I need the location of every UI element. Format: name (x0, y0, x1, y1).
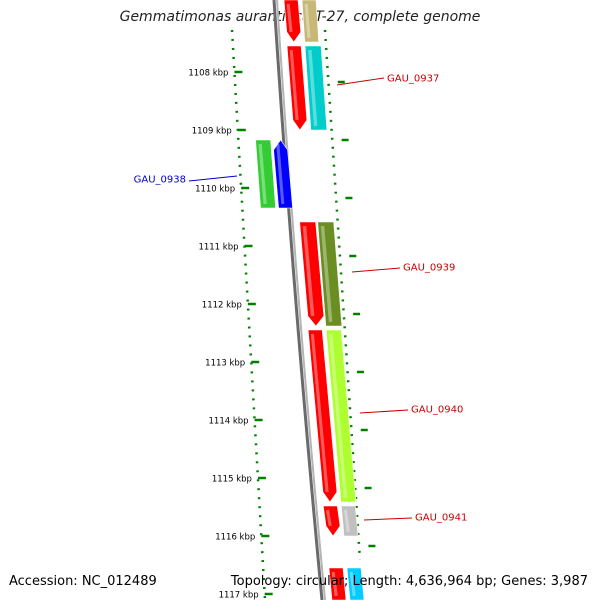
gene-blue-0938 (273, 139, 293, 209)
dotted-guide-2 (323, 29, 362, 561)
gene-olive-0939 (317, 221, 343, 327)
gene-red-0937 (286, 45, 308, 131)
dotted-guides (230, 29, 362, 600)
gene-tan-top (301, 0, 320, 43)
gene-green-0938 (255, 139, 276, 209)
scale-tick-label: 1109 kbp (192, 127, 232, 137)
gene-label-leader (188, 175, 238, 182)
gene-lime-0940 (325, 329, 357, 503)
backbone-line (272, 0, 324, 600)
genome-backbone (272, 0, 326, 600)
scale-tick-label: 1110 kbp (195, 185, 235, 195)
scale-tick-label: 1114 kbp (209, 417, 249, 427)
gene-labels: GAU_0937 GAU_0938 GAU_0939 GAU_0940 GAU_0941 (134, 74, 468, 524)
gene-label-leader (336, 77, 385, 86)
scale-tick-label: 1113 kbp (205, 359, 245, 369)
scale-tick-label: 1115 kbp (212, 475, 252, 485)
accession-text: Accession: NC_012489 (9, 574, 157, 589)
gene-red-0940 (307, 329, 338, 503)
topology-summary: Topology: circular; Length: 4,636,964 bp… (230, 574, 588, 589)
backbone-highlight (276, 0, 326, 600)
scale-tick-label: 1112 kbp (202, 301, 242, 311)
gene-label-gau-0938: GAU_0938 (134, 175, 186, 186)
gene-label-leader (359, 409, 409, 414)
gene-red-top (283, 0, 302, 43)
dotted-guide-1 (230, 29, 267, 600)
scale-tick-label: 1117 kbp (219, 591, 259, 600)
gene-label-leader (351, 267, 401, 273)
gene-red-0939 (299, 221, 325, 327)
gene-features (255, 0, 365, 600)
gene-cyan-0937 (304, 45, 328, 131)
scale-tick-label: 1111 kbp (198, 243, 238, 253)
gene-red-0941 (322, 505, 341, 537)
gene-label-gau-0941: GAU_0941 (415, 513, 467, 524)
gene-label-gau-0937: GAU_0937 (387, 74, 439, 85)
gene-cyan-bottom (346, 567, 365, 600)
gene-red-bottom (328, 567, 347, 600)
scale-tick-label: 1108 kbp (188, 69, 228, 79)
scale-tick-label: 1116 kbp (215, 533, 255, 543)
scale-ticks: 1108 kbp 1109 kbp 1110 kbp 1111 kbp 1112 kbp… (188, 69, 376, 600)
gene-gray-0941 (340, 505, 359, 537)
gene-label-gau-0939: GAU_0939 (403, 263, 455, 274)
gene-label-gau-0940: GAU_0940 (411, 405, 463, 416)
gene-label-leader (363, 517, 413, 521)
genome-title: Gemmatimonas aurantiaca T-27, complete g… (119, 9, 481, 25)
